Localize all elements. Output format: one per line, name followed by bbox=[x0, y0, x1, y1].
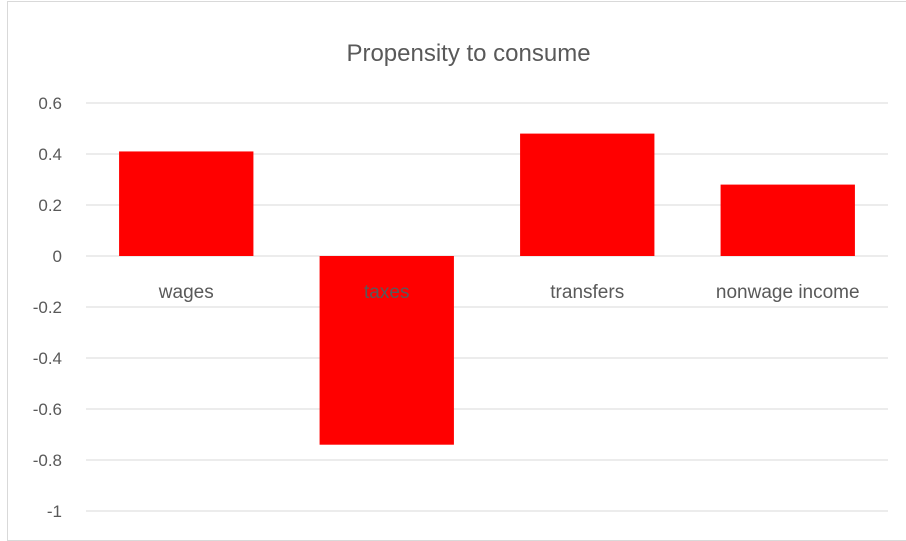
y-tick-label: 0 bbox=[53, 247, 62, 266]
chart-area: Propensity to consume bbox=[7, 1, 906, 541]
y-tick-label: 0.2 bbox=[38, 196, 62, 215]
bar-wages bbox=[119, 151, 254, 256]
bar-nonwage-income bbox=[720, 184, 855, 256]
category-label: taxes bbox=[364, 282, 409, 303]
bar-transfers bbox=[520, 133, 655, 256]
y-tick-label: 0.4 bbox=[38, 145, 62, 164]
category-label: transfers bbox=[550, 282, 624, 303]
y-tick-label: -1 bbox=[47, 502, 62, 521]
y-tick-label: -0.8 bbox=[33, 451, 62, 470]
y-tick-label: 0.6 bbox=[38, 94, 62, 113]
chart-title: Propensity to consume bbox=[346, 40, 591, 67]
bar-taxes bbox=[319, 256, 454, 445]
y-tick-label: -0.4 bbox=[33, 349, 62, 368]
category-label: wages bbox=[158, 282, 214, 303]
y-tick-label: -0.6 bbox=[33, 400, 62, 419]
y-tick-label: -0.2 bbox=[33, 298, 62, 317]
category-label: nonwage income bbox=[716, 282, 860, 303]
